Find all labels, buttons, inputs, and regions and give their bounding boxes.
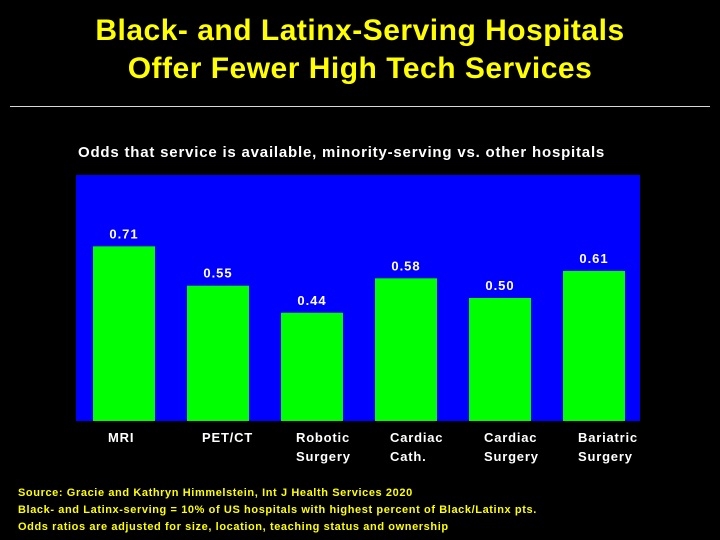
- bar-value-label-2: 0.44: [297, 293, 326, 308]
- category-label-3: Cardiac Cath.: [390, 430, 444, 464]
- bar-0: [93, 246, 155, 421]
- category-label-0: MRI: [108, 430, 135, 445]
- bar-value-label-3: 0.58: [391, 258, 420, 273]
- slide-title: Black- and Latinx-Serving Hospitals Offe…: [0, 12, 720, 88]
- bar-value-label-1: 0.55: [203, 266, 232, 281]
- bar-2: [281, 312, 343, 421]
- plot-area: 0.71 0.55 0.44 0.58 0.50 0.61: [76, 175, 640, 421]
- bar-value-label-4: 0.50: [485, 278, 514, 293]
- slide-title-line-2: Offer Fewer High Tech Services: [127, 52, 593, 85]
- bar-1: [187, 285, 249, 421]
- footnote-source: Source: Gracie and Kathryn Himmelstein, …: [18, 487, 413, 499]
- bar-4: [469, 298, 531, 421]
- footnotes: Source: Gracie and Kathryn Himmelstein, …: [18, 485, 537, 536]
- category-label-5: Bariatric Surgery: [578, 430, 638, 464]
- bar-3: [375, 278, 437, 421]
- bar-chart: 0.71 0.55 0.44 0.58 0.50 0.61: [93, 226, 625, 421]
- bar-5: [563, 270, 625, 421]
- slide-title-line-1: Black- and Latinx-Serving Hospitals: [95, 14, 625, 47]
- bar-value-label-0: 0.71: [109, 226, 138, 241]
- category-label-4: Cardiac Surgery: [484, 430, 539, 464]
- bar-value-label-5: 0.61: [579, 251, 608, 266]
- category-label-2: Robotic Surgery: [296, 430, 351, 464]
- footnote-adjustment: Odds ratios are adjusted for size, locat…: [18, 521, 449, 533]
- category-label-1: PET/CT: [202, 430, 254, 445]
- footnote-definition: Black- and Latinx-serving = 10% of US ho…: [18, 504, 537, 516]
- chart-title: Odds that service is available, minority…: [78, 144, 606, 161]
- title-divider: [10, 106, 710, 107]
